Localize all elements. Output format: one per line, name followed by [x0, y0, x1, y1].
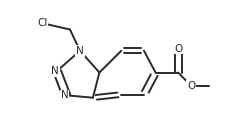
Text: Cl: Cl [37, 18, 48, 28]
Text: N: N [61, 90, 68, 100]
Text: N: N [76, 46, 84, 56]
Text: O: O [174, 44, 182, 54]
Text: O: O [187, 81, 195, 91]
Text: N: N [51, 66, 59, 76]
